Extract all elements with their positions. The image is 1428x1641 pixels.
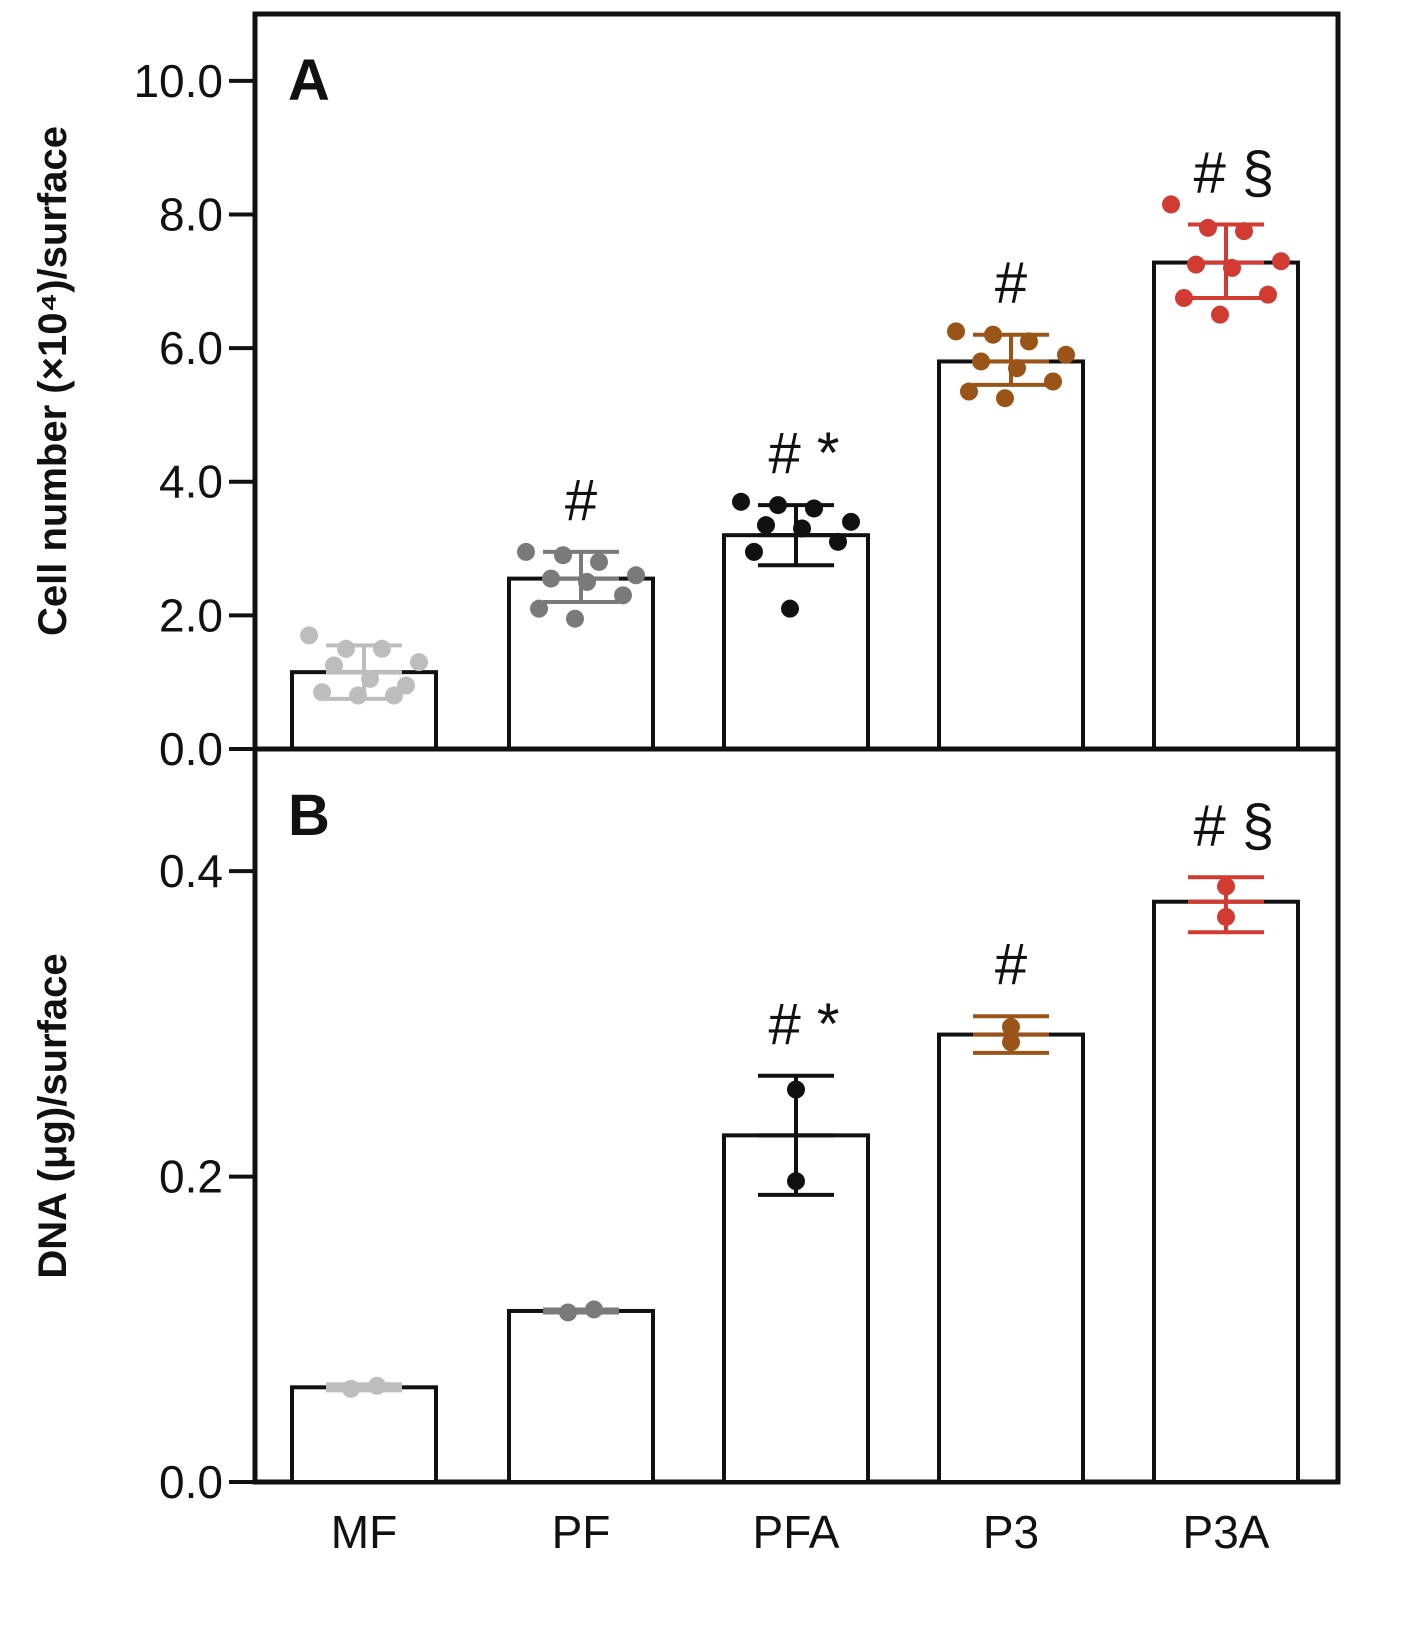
data-point [1044,372,1062,391]
data-point [300,626,318,645]
data-point [385,686,403,705]
data-point [960,382,978,401]
x-tick-label: P3 [983,1506,1039,1558]
bar-pfa [722,533,870,751]
y-tick-label: 0.2 [159,1151,223,1203]
y-axis-label: Cell number (×10⁴)/surface [31,126,75,636]
data-point [805,499,823,518]
y-tick-label: 2.0 [159,589,223,641]
significance-annotation: # § [1194,793,1275,858]
y-tick-label: 0.0 [159,1456,223,1508]
data-point [996,389,1014,408]
data-point [590,552,608,571]
data-point [530,599,548,618]
data-point [397,676,415,695]
panel-b: B DNA (μg)/surface 0.0 0.2 0.4 # * # # § [31,746,1341,1508]
panel-letter: B [288,783,330,848]
significance-annotation: # * [769,992,840,1057]
shared-x-axis: MF PF PFA P3 P3A [331,1506,1270,1558]
data-point [337,639,355,658]
data-point [745,542,763,561]
data-point [1259,285,1277,304]
bar-p3a [1152,260,1300,751]
data-point [566,609,584,628]
data-point [554,546,572,565]
bar-pf [507,1308,655,1485]
data-point [1057,345,1075,364]
y-tick-label: 0.4 [159,845,223,897]
data-point [1020,332,1038,351]
data-point [410,653,428,672]
y-tick-label: 0.0 [159,723,223,775]
bar-pf [507,576,655,752]
data-point [1162,195,1180,214]
significance-annotation: # * [769,421,840,486]
panel-a: A Cell number (×10⁴)/surface 0.0 2.0 4.0 6.0 8… [31,11,1341,775]
bar-p3a [1152,899,1300,1484]
panel-letter: A [288,48,330,113]
x-tick-label: P3A [1183,1506,1270,1558]
data-point [1211,305,1229,324]
data-point [842,512,860,531]
bar-p3 [937,359,1085,751]
significance-annotation: # § [1194,140,1275,205]
data-point [517,542,535,561]
x-tick-label: MF [331,1506,397,1558]
x-tick-label: PF [552,1506,611,1558]
data-point [1199,218,1217,237]
data-point [1187,255,1205,274]
y-tick-label: 10.0 [133,55,223,107]
data-point [757,516,775,535]
significance-annotation: # [995,932,1027,997]
significance-annotation: # [995,251,1027,316]
data-point [627,566,645,585]
data-point [325,656,343,675]
data-point [947,322,965,341]
data-point [313,683,331,702]
data-point [829,532,847,551]
data-point [373,639,391,658]
y-tick-label: 4.0 [159,456,223,508]
data-point [614,586,632,605]
bar-mf [290,1385,438,1484]
data-point [1235,222,1253,241]
y-axis-label: DNA (μg)/surface [31,953,75,1278]
data-point [1272,252,1290,271]
y-tick-label: 8.0 [159,188,223,240]
data-point [732,492,750,511]
data-point [781,599,799,618]
significance-annotation: # [565,468,597,533]
bar-p3 [937,1032,1085,1484]
x-tick-label: PFA [753,1506,840,1558]
data-point [1175,288,1193,307]
y-tick-label: 6.0 [159,322,223,374]
